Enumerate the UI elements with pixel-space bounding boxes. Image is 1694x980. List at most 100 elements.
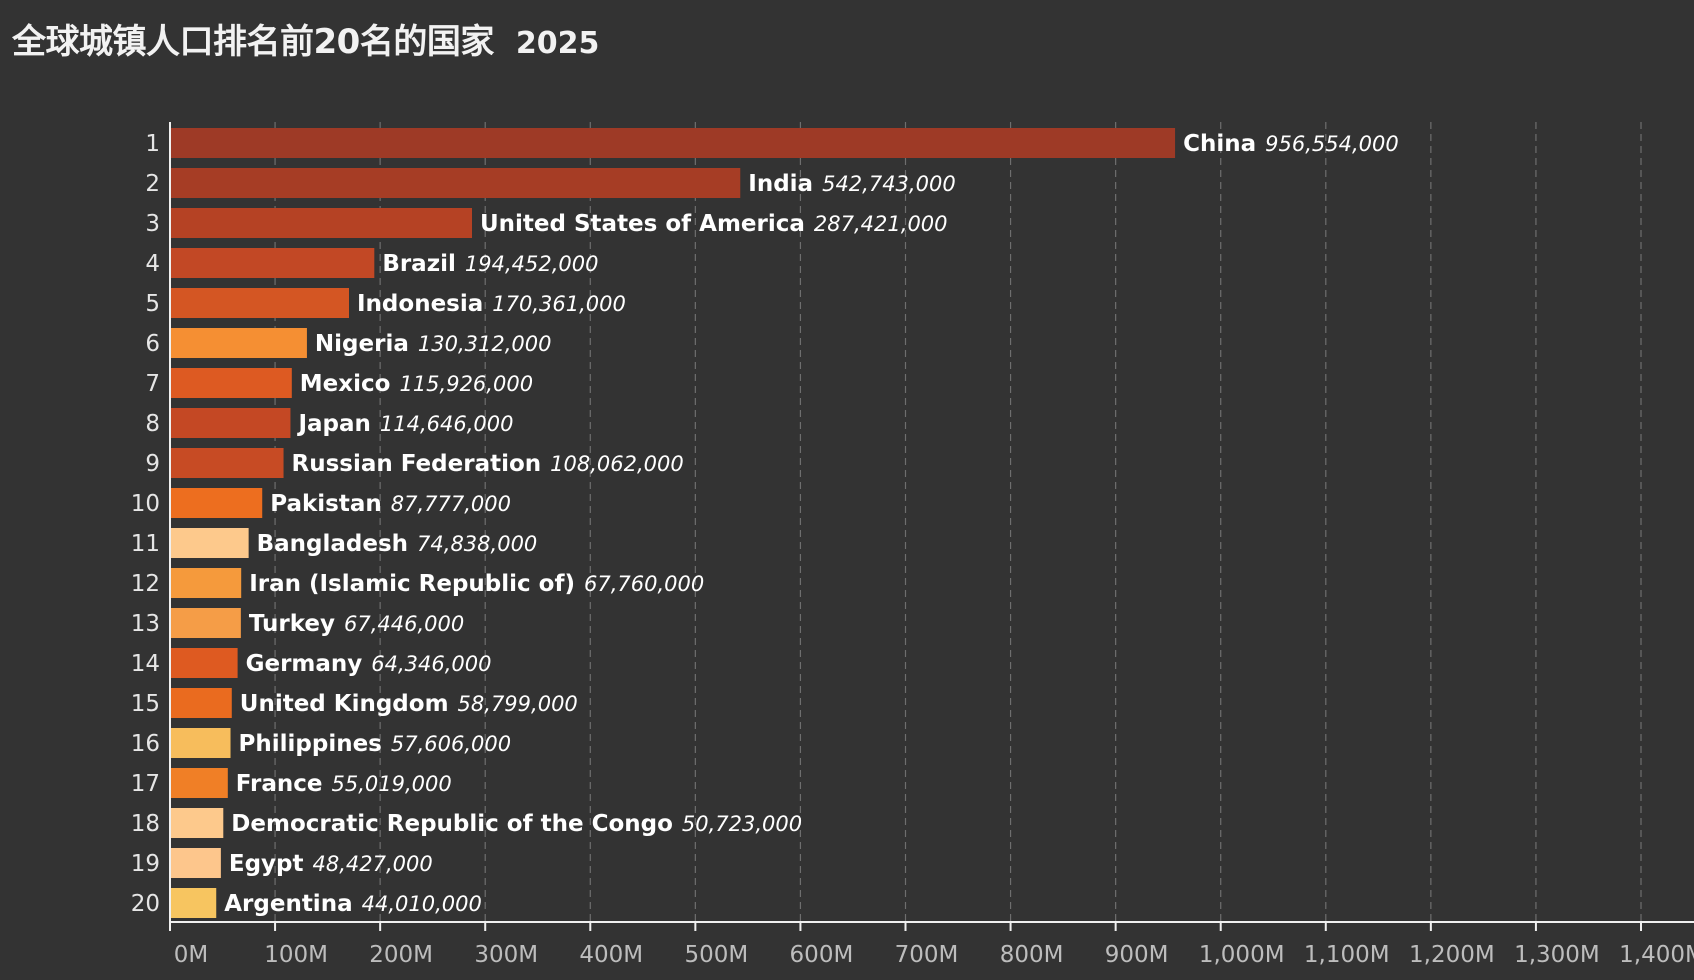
value-label: 67,446,000 [344,612,464,636]
rank-label: 13 [131,611,160,637]
value-label: 114,646,000 [380,412,514,436]
country-name: China [1183,131,1256,157]
bar-label: Turkey 67,446,000 [249,611,464,637]
country-name: Bangladesh [257,531,408,557]
rank-label: 8 [145,411,160,437]
bar-label: India 542,743,000 [748,171,955,197]
rank-label: 5 [145,291,160,317]
rank-label: 19 [131,851,160,877]
bar [170,248,375,278]
bar-label: Philippines 57,606,000 [239,731,512,757]
bar-row: 18 Democratic Republic of the Congo 50,723… [131,808,802,838]
x-tick-label: 900M [1105,942,1169,968]
bar-row: 8 Japan 114,646,000 [145,408,514,438]
rank-label: 9 [145,451,160,477]
value-label: 64,346,000 [371,652,491,676]
bar-label: United Kingdom 58,799,000 [240,691,578,717]
x-tick-label: 1,000M [1199,942,1285,968]
bar-label: United States of America 287,421,000 [480,211,948,237]
value-label: 542,743,000 [822,172,956,196]
value-label: 57,606,000 [391,732,511,756]
value-label: 87,777,000 [391,492,511,516]
bar-row: 11 Bangladesh 74,838,000 [131,528,537,558]
country-name: Philippines [239,731,382,757]
bar-label: Democratic Republic of the Congo 50,723,0… [231,811,802,837]
x-tick-label: 0M [174,942,208,968]
x-tick-label: 400M [579,942,643,968]
rank-label: 14 [131,651,160,677]
country-name: Pakistan [270,491,382,517]
bar-row: 4 Brazil 194,452,000 [145,248,598,278]
value-label: 55,019,000 [332,772,452,796]
value-label: 130,312,000 [418,332,552,356]
value-label: 115,926,000 [399,372,533,396]
x-tick-label: 300M [474,942,538,968]
country-name: Argentina [224,891,352,917]
rank-label: 10 [131,491,160,517]
value-label: 287,421,000 [814,212,948,236]
bar-label: Japan 114,646,000 [296,411,513,437]
rank-label: 4 [145,251,160,277]
bar-label: Russian Federation 108,062,000 [292,451,684,477]
bar-label: Mexico 115,926,000 [300,371,533,397]
bar [170,888,217,918]
bar [170,368,292,398]
bar-row: 3 United States of America 287,421,000 [145,208,948,238]
bar [170,608,241,638]
country-name: United States of America [480,211,805,237]
rank-label: 18 [131,811,160,837]
bar [170,328,307,358]
bar-label: Pakistan 87,777,000 [270,491,511,517]
country-name: Russian Federation [292,451,542,477]
country-name: India [748,171,813,197]
x-tick-label: 1,200M [1409,942,1495,968]
bar-label: Egypt 48,427,000 [229,851,433,877]
x-tick-label: 700M [895,942,959,968]
bar [170,568,242,598]
country-name: Indonesia [357,291,483,317]
bar [170,768,228,798]
bar [170,408,291,438]
x-tick-label: 500M [684,942,748,968]
bar [170,688,232,718]
bar-row: 2 India 542,743,000 [145,168,956,198]
value-label: 58,799,000 [458,692,578,716]
x-tick-label: 200M [369,942,433,968]
bar [170,128,1176,158]
value-label: 48,427,000 [313,852,433,876]
bar-label: France 55,019,000 [236,771,452,797]
bar-row: 7 Mexico 115,926,000 [145,368,533,398]
country-name: Germany [246,651,363,677]
bar-label: Argentina 44,010,000 [224,891,482,917]
bar-row: 12 Iran (Islamic Republic of) 67,760,000 [131,568,704,598]
rank-label: 15 [131,691,160,717]
country-name: Egypt [229,851,304,877]
bar [170,648,238,678]
value-label: 194,452,000 [465,252,599,276]
chart-title-block: 全球城镇人口排名前20名的国家 2025 [12,14,599,74]
x-axis: 0M 100M 200M 300M 400M 500M 600M 700M 800M 900M 1,… [169,122,1694,968]
bar-row: 17 France 55,019,000 [131,768,452,798]
bar [170,448,284,478]
bar [170,528,249,558]
bar-row: 10 Pakistan 87,777,000 [131,488,511,518]
bar-label: Brazil 194,452,000 [382,251,598,277]
rank-label: 1 [145,131,160,157]
rank-label: 16 [131,731,160,757]
bar-row: 16 Philippines 57,606,000 [131,728,511,758]
bar-row: 15 United Kingdom 58,799,000 [131,688,578,718]
value-label: 74,838,000 [417,532,537,556]
value-label: 50,723,000 [682,812,802,836]
bar-row: 6 Nigeria 130,312,000 [145,328,551,358]
country-name: United Kingdom [240,691,449,717]
bar-label: China 956,554,000 [1183,131,1399,157]
rank-label: 2 [145,171,160,197]
bar-label: Germany 64,346,000 [246,651,492,677]
bar-row: 1 China 956,554,000 [145,128,1399,158]
bar [170,288,350,318]
x-tick-label: 100M [264,942,328,968]
bar [170,208,472,238]
x-tick-label: 1,100M [1304,942,1390,968]
bar-label: Iran (Islamic Republic of) 67,760,000 [249,571,704,597]
bar-row: 9 Russian Federation 108,062,000 [145,448,684,478]
